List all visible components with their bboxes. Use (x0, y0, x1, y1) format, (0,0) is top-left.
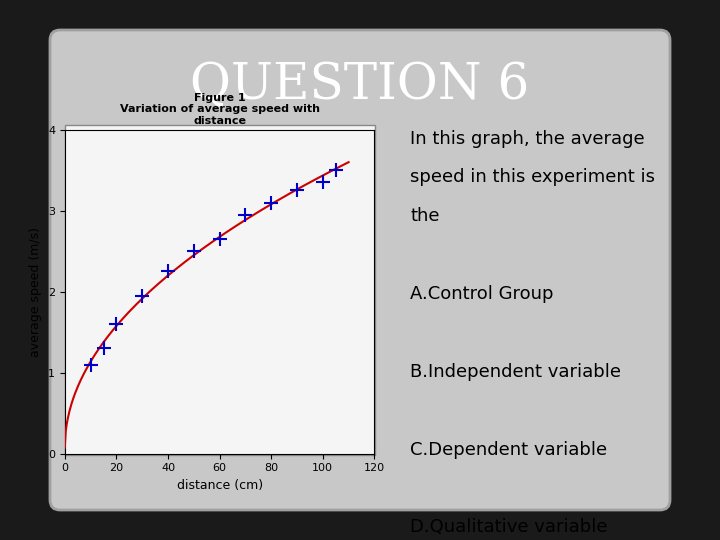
Text: A.Control Group: A.Control Group (410, 285, 554, 303)
FancyBboxPatch shape (50, 30, 670, 510)
Title: Figure 1
Variation of average speed with
distance: Figure 1 Variation of average speed with… (120, 93, 320, 126)
Text: D.Qualitative variable: D.Qualitative variable (410, 518, 608, 536)
Text: speed in this experiment is: speed in this experiment is (410, 168, 655, 186)
Y-axis label: average speed (m/s): average speed (m/s) (30, 227, 42, 356)
Text: QUESTION 6: QUESTION 6 (190, 60, 530, 110)
Text: C.Dependent variable: C.Dependent variable (410, 441, 608, 458)
X-axis label: distance (cm): distance (cm) (176, 479, 263, 492)
FancyBboxPatch shape (65, 125, 375, 455)
Text: the: the (410, 207, 440, 225)
Text: B.Independent variable: B.Independent variable (410, 363, 621, 381)
Text: In this graph, the average: In this graph, the average (410, 130, 645, 147)
